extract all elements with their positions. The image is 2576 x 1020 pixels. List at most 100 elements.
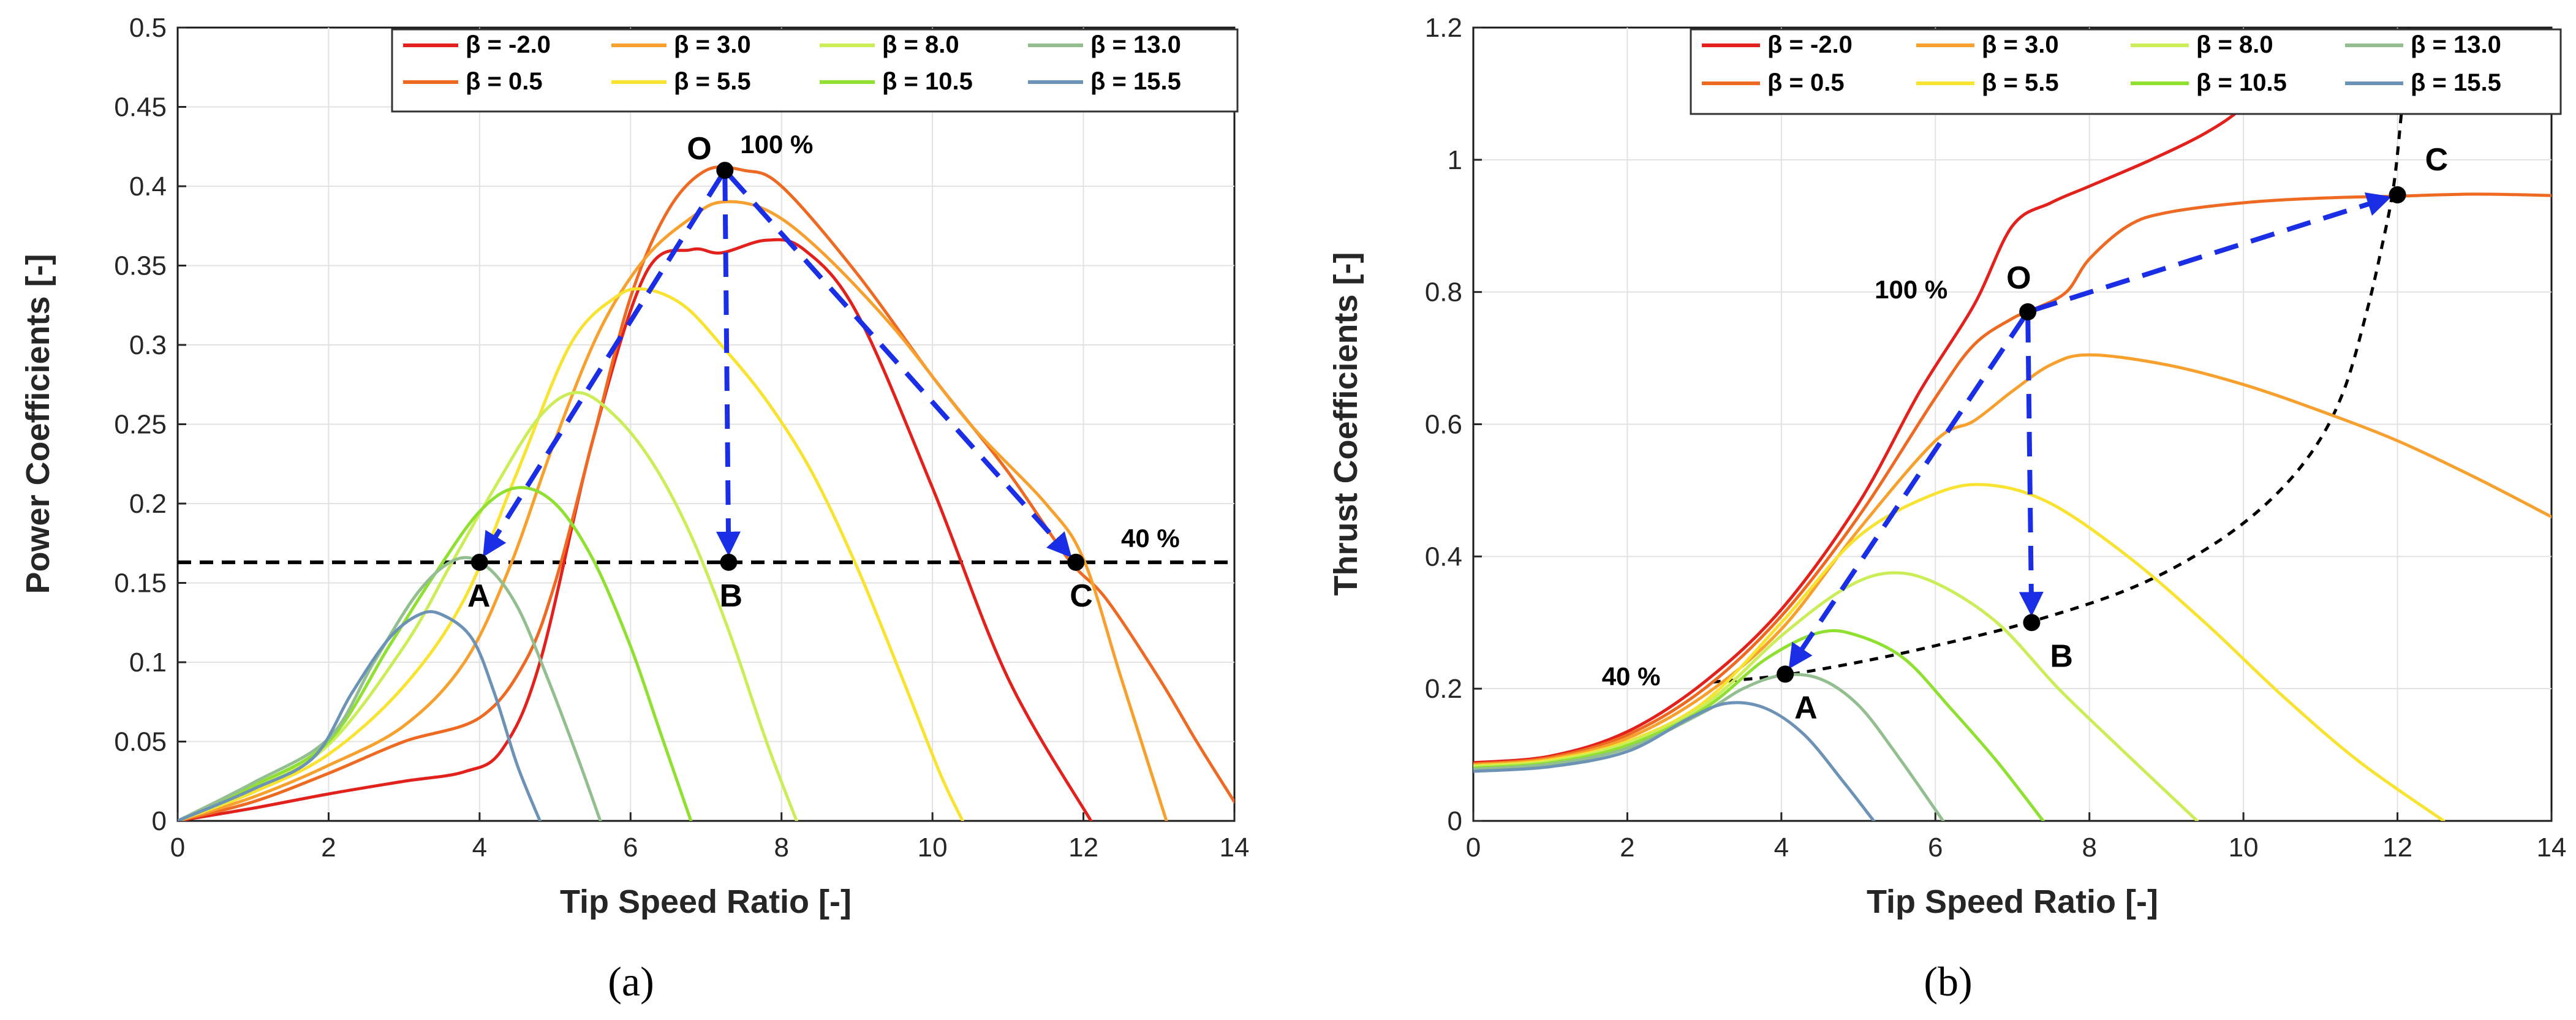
series-line-beta-8.0 <box>178 391 798 821</box>
legend-label-beta-15.5: β = 15.5 <box>2411 69 2501 96</box>
y-tick-label: 0 <box>1448 806 1462 836</box>
series-line-beta-13.0 <box>178 556 602 821</box>
legend-label-beta-5.5: β = 5.5 <box>674 68 751 95</box>
point-C <box>2389 186 2406 204</box>
ticks-a: 0 2 4 6 8 10 12 14 0 0.05 0.1 0.15 0.2 0.25 0.3 0.35 0.4… <box>114 13 1249 863</box>
x-tick-label: 14 <box>1220 833 1250 863</box>
series-line-beta-3.0 <box>1473 353 2551 766</box>
series-line-beta--2.0 <box>1473 66 2284 765</box>
y-tick-label: 0.2 <box>1425 674 1462 704</box>
y-tick-label: 0.4 <box>1425 542 1462 572</box>
legend-label-beta--2.0: β = -2.0 <box>466 31 551 58</box>
legend-box <box>1690 28 2562 115</box>
legend-label-beta-5.5: β = 5.5 <box>1982 69 2059 96</box>
point-label-B: B <box>719 578 742 614</box>
point-annotation: 100 % <box>740 130 813 159</box>
series-line-beta-5.5 <box>178 287 964 821</box>
legend-label-beta-0.5: β = 0.5 <box>1767 69 1845 96</box>
x-tick-label: 12 <box>1068 833 1098 863</box>
point-label-A: A <box>467 578 491 614</box>
legend-label-beta-10.5: β = 10.5 <box>2196 69 2287 96</box>
grid-a <box>178 28 1234 821</box>
x-tick-label: 8 <box>2082 833 2096 863</box>
x-tick-label: 4 <box>472 833 487 863</box>
y-tick-label: 0.1 <box>129 648 167 678</box>
arrow-O-to-C <box>727 173 1072 558</box>
x-tick-label: 2 <box>321 833 336 863</box>
x-tick-label: 0 <box>1466 833 1481 863</box>
reference-curve-label: 40 % <box>1602 662 1661 690</box>
legend-label-beta-0.5: β = 0.5 <box>466 68 543 95</box>
series-line-beta-3.0 <box>178 200 1168 821</box>
series-line-beta--2.0 <box>178 238 1093 821</box>
reference-lines-a: 40 % <box>178 524 1234 564</box>
arrow-O-to-B <box>716 176 741 556</box>
point-label-O: O <box>687 131 711 167</box>
x-tick-label: 10 <box>918 833 948 863</box>
x-tick-label: 8 <box>774 833 788 863</box>
arrow-O-to-C <box>2033 192 2392 312</box>
y-tick-label: 0.6 <box>1425 410 1462 440</box>
arrows-b <box>1788 192 2392 670</box>
series-line-beta-8.0 <box>1473 571 2199 821</box>
y-tick-label: 0.2 <box>129 489 167 519</box>
legend-label-beta-8.0: β = 8.0 <box>2196 31 2273 58</box>
ticks-b: 0 2 4 6 8 10 12 14 0 0.2 0.4 0.6 0.8 1 1.2 <box>1425 13 2567 863</box>
legend-label-beta--2.0: β = -2.0 <box>1767 31 1853 58</box>
chart-panel-a: 0 2 4 6 8 10 12 14 0 0.05 0.1 0.15 0.2 0.25 0.3 0.35 0.4… <box>20 13 1249 1005</box>
x-tick-label: 2 <box>1620 833 1634 863</box>
x-axis-label-b: Tip Speed Ratio [-] <box>1867 883 2158 920</box>
point-A <box>470 553 488 571</box>
legend-label-beta-13.0: β = 13.0 <box>2411 31 2501 58</box>
legend-b: β = -2.0 β = 0.5 β = 3.0 β = 5.5 β = 8.0 β = … <box>1690 28 2562 115</box>
point-A <box>1777 665 1794 683</box>
y-tick-label: 0 <box>152 806 167 836</box>
series-line-beta-10.5 <box>178 486 693 821</box>
reference-line-label: 40 % <box>1121 524 1180 553</box>
y-tick-label: 0.4 <box>129 172 167 202</box>
point-O <box>716 162 734 179</box>
point-label-B: B <box>2050 638 2073 674</box>
legend-label-beta-3.0: β = 3.0 <box>674 31 751 58</box>
y-tick-label: 0.8 <box>1425 278 1462 308</box>
legend-label-beta-8.0: β = 8.0 <box>882 31 959 58</box>
arrow-O-to-B <box>2019 317 2044 617</box>
legend-a: β = -2.0 β = 0.5 β = 3.0 β = 5.5 β = 8.0 β = … <box>391 28 1239 113</box>
x-tick-label: 6 <box>1928 833 1943 863</box>
x-tick-label: 14 <box>2537 833 2567 863</box>
arrows-a <box>483 173 1072 558</box>
legend-label-beta-3.0: β = 3.0 <box>1982 31 2059 58</box>
legend-label-beta-13.0: β = 13.0 <box>1090 31 1181 58</box>
series-line-beta-0.5 <box>178 165 1234 821</box>
y-tick-label: 1.2 <box>1425 13 1462 43</box>
series-line-beta-13.0 <box>1473 673 1945 821</box>
y-tick-label: 0.35 <box>114 251 167 281</box>
series-line-beta-15.5 <box>178 610 542 821</box>
caption-b: (b) <box>1924 958 1972 1005</box>
y-tick-label: 0.3 <box>129 330 167 360</box>
x-tick-label: 4 <box>1774 833 1789 863</box>
point-label-C: C <box>1070 578 1093 614</box>
chart-panel-b: 0 2 4 6 8 10 12 14 0 0.2 0.4 0.6 0.8 1 1.2 40 % O A B C 10… <box>1328 13 2566 1005</box>
curves-a <box>178 165 1234 821</box>
point-label-C: C <box>2425 142 2449 178</box>
point-label-O: O <box>2006 260 2031 296</box>
y-tick-label: 0.45 <box>114 93 167 123</box>
series-line-beta-15.5 <box>1473 701 1876 821</box>
y-tick-label: 0.15 <box>114 569 167 599</box>
y-tick-label: 1 <box>1448 145 1462 175</box>
point-B <box>720 553 738 571</box>
points-a: O A B C 100 % <box>467 130 1093 614</box>
x-tick-label: 6 <box>623 833 638 863</box>
y-axis-label-b: Thrust Coefficients [-] <box>1328 252 1364 596</box>
y-axis-label-a: Power Coefficients [-] <box>20 254 56 594</box>
point-O <box>2019 303 2037 321</box>
point-B <box>2023 614 2041 632</box>
point-label-A: A <box>1794 690 1818 725</box>
points-b: O A B C 100 % <box>1777 142 2448 725</box>
series-line-beta-0.5 <box>1473 192 2551 766</box>
x-axis-label-a: Tip Speed Ratio [-] <box>560 883 852 920</box>
x-tick-label: 10 <box>2229 833 2259 863</box>
arrow-O-to-A <box>1788 315 2026 670</box>
